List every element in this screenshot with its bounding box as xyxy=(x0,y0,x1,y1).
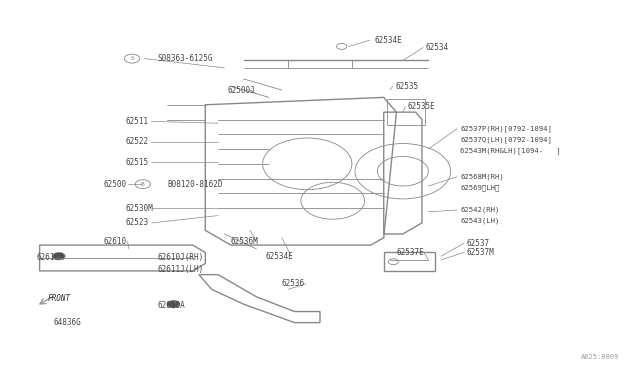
Text: 62536: 62536 xyxy=(282,279,305,288)
Text: B08120-8162D: B08120-8162D xyxy=(167,180,223,189)
Text: A625:0009: A625:0009 xyxy=(581,353,620,359)
Text: S08363-6125G: S08363-6125G xyxy=(157,54,213,63)
Text: 62610A: 62610A xyxy=(157,301,185,311)
Text: 62543(LH): 62543(LH) xyxy=(460,218,500,224)
Text: 62611J(LH): 62611J(LH) xyxy=(157,264,204,273)
Text: 62569（LH）: 62569（LH） xyxy=(460,185,500,191)
Text: 62537E: 62537E xyxy=(396,248,424,257)
Text: 62535: 62535 xyxy=(395,82,419,91)
Text: 62515: 62515 xyxy=(125,157,148,167)
Text: 62537Q(LH)[0792-1094]: 62537Q(LH)[0792-1094] xyxy=(460,137,552,143)
Text: 62537: 62537 xyxy=(467,239,490,248)
Text: 62568M(RH): 62568M(RH) xyxy=(460,173,504,180)
Text: 62536M: 62536M xyxy=(231,237,259,246)
Text: S: S xyxy=(130,56,134,61)
Text: 62500J: 62500J xyxy=(228,86,255,94)
Circle shape xyxy=(52,253,65,260)
Text: 62610: 62610 xyxy=(103,237,127,246)
Text: B: B xyxy=(141,182,145,187)
Text: 62537P(RH)[0792-1094]: 62537P(RH)[0792-1094] xyxy=(460,125,552,132)
Circle shape xyxy=(167,301,180,308)
Text: 62523: 62523 xyxy=(125,218,148,227)
Text: 64836G: 64836G xyxy=(54,318,81,327)
Text: 62610J(RH): 62610J(RH) xyxy=(157,253,204,263)
Text: 62543M(RH&LH)[1094-   ]: 62543M(RH&LH)[1094- ] xyxy=(460,148,561,154)
Text: 62535E: 62535E xyxy=(408,102,436,111)
Text: 62542(RH): 62542(RH) xyxy=(460,207,500,213)
Text: 62534E: 62534E xyxy=(374,36,402,45)
Text: 62537M: 62537M xyxy=(467,248,494,257)
Text: 62500: 62500 xyxy=(103,180,127,189)
Text: 62530M: 62530M xyxy=(125,203,154,213)
Text: 62610A: 62610A xyxy=(36,253,64,263)
Text: 62511: 62511 xyxy=(125,117,148,126)
Text: 62534E: 62534E xyxy=(266,251,294,261)
Text: 62534: 62534 xyxy=(425,43,448,52)
Text: 62522: 62522 xyxy=(125,137,148,146)
Text: FRONT: FRONT xyxy=(47,294,70,303)
